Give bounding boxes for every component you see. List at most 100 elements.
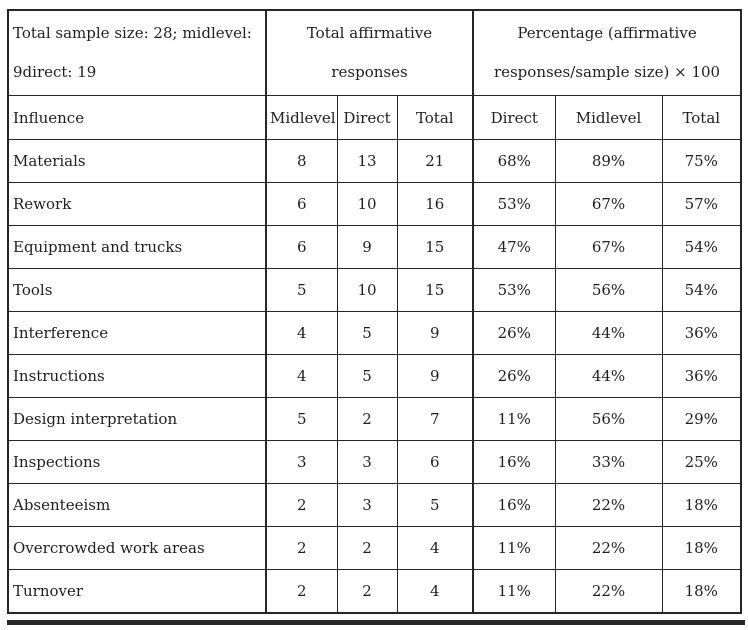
midlevel-cell: 4	[265, 354, 338, 398]
midlevel-cell: 4	[265, 311, 338, 355]
total-cell: 16	[396, 182, 474, 226]
percentage-header-line2: responses/sample size) × 100	[493, 63, 721, 81]
table-row: Overcrowded work areas 2 2 4 11% 22% 18%	[7, 526, 742, 570]
affirmative-responses-header-cell: Total affirmative responses	[264, 9, 474, 96]
pct-direct-cell: 11%	[472, 569, 556, 614]
direct-cell: 2	[336, 397, 398, 441]
total-cell: 9	[396, 311, 474, 355]
total-cell: 7	[396, 397, 474, 441]
affirmative-header-line2: responses	[331, 63, 408, 81]
influence-cell: Instructions	[7, 354, 267, 398]
pct-total-cell: 25%	[661, 440, 742, 484]
total-cell: 21	[396, 139, 474, 183]
pct-total-cell: 57%	[661, 182, 742, 226]
table-row: Absenteeism 2 3 5 16% 22% 18%	[7, 483, 742, 527]
influence-cell: Materials	[7, 139, 267, 183]
total-cell: 5	[396, 483, 474, 527]
pct-direct-cell: 16%	[472, 440, 556, 484]
pct-midlevel-cell: 33%	[554, 440, 663, 484]
pct-midlevel-cell: 67%	[554, 225, 663, 269]
pct-direct-cell: 68%	[472, 139, 556, 183]
sample-size-line2: 9direct: 19	[13, 63, 97, 81]
table-row: Instructions 4 5 9 26% 44% 36%	[7, 354, 742, 398]
total-cell: 9	[396, 354, 474, 398]
direct-cell: 10	[336, 182, 398, 226]
direct-cell: 5	[336, 354, 398, 398]
column-header-pct-midlevel: Midlevel	[554, 95, 663, 140]
total-cell: 4	[396, 569, 474, 614]
table-row: Inspections 3 3 6 16% 33% 25%	[7, 440, 742, 484]
table-row: Interference 4 5 9 26% 44% 36%	[7, 311, 742, 355]
column-header-midlevel: Midlevel	[265, 95, 338, 140]
pct-direct-cell: 11%	[472, 397, 556, 441]
pct-direct-cell: 26%	[472, 354, 556, 398]
table-row: Materials 8 13 21 68% 89% 75%	[7, 139, 742, 183]
influence-cell: Inspections	[7, 440, 267, 484]
pct-midlevel-cell: 44%	[554, 354, 663, 398]
column-header-total: Total	[396, 95, 474, 140]
pct-midlevel-cell: 44%	[554, 311, 663, 355]
midlevel-cell: 3	[265, 440, 338, 484]
influence-cell: Equipment and trucks	[7, 225, 267, 269]
direct-cell: 3	[336, 440, 398, 484]
influence-cell: Turnover	[7, 569, 267, 614]
pct-direct-cell: 47%	[472, 225, 556, 269]
pct-midlevel-cell: 56%	[554, 268, 663, 312]
pct-midlevel-cell: 22%	[554, 483, 663, 527]
pct-total-cell: 54%	[661, 225, 742, 269]
pct-total-cell: 29%	[661, 397, 742, 441]
pct-total-cell: 18%	[661, 569, 742, 614]
midlevel-cell: 2	[265, 483, 338, 527]
midlevel-cell: 6	[265, 182, 338, 226]
percentage-header-line1: Percentage (affirmative	[517, 24, 697, 42]
influence-responses-table: Total sample size: 28; midlevel: 9direct…	[7, 9, 743, 614]
pct-direct-cell: 16%	[472, 483, 556, 527]
pct-direct-cell: 11%	[472, 526, 556, 570]
pct-total-cell: 36%	[661, 311, 742, 355]
table-body: Materials 8 13 21 68% 89% 75% Rework 6 10 16 53% 67%…	[7, 139, 742, 614]
sample-size-cell: Total sample size: 28; midlevel: 9direct…	[7, 9, 267, 96]
affirmative-header-line1: Total affirmative	[306, 24, 433, 42]
total-cell: 15	[396, 268, 474, 312]
bottom-rule	[7, 620, 745, 625]
pct-total-cell: 18%	[661, 526, 742, 570]
direct-cell: 10	[336, 268, 398, 312]
table-row: Turnover 2 2 4 11% 22% 18%	[7, 569, 742, 614]
influence-cell: Interference	[7, 311, 267, 355]
table-header-row-top: Total sample size: 28; midlevel: 9direct…	[7, 9, 742, 96]
influence-cell: Absenteeism	[7, 483, 267, 527]
pct-midlevel-cell: 22%	[554, 569, 663, 614]
sample-size-line1: Total sample size: 28; midlevel:	[13, 24, 252, 42]
column-header-influence: Influence	[7, 95, 267, 140]
pct-midlevel-cell: 22%	[554, 526, 663, 570]
direct-cell: 9	[336, 225, 398, 269]
total-cell: 4	[396, 526, 474, 570]
influence-cell: Overcrowded work areas	[7, 526, 267, 570]
pct-direct-cell: 26%	[472, 311, 556, 355]
midlevel-cell: 6	[265, 225, 338, 269]
influence-cell: Design interpretation	[7, 397, 267, 441]
midlevel-cell: 2	[265, 569, 338, 614]
pct-midlevel-cell: 67%	[554, 182, 663, 226]
column-header-pct-direct: Direct	[472, 95, 556, 140]
direct-cell: 3	[336, 483, 398, 527]
percentage-header-cell: Percentage (affirmative responses/sample…	[472, 9, 742, 96]
direct-cell: 13	[336, 139, 398, 183]
influence-cell: Tools	[7, 268, 267, 312]
midlevel-cell: 5	[265, 268, 338, 312]
direct-cell: 2	[336, 526, 398, 570]
total-cell: 15	[396, 225, 474, 269]
midlevel-cell: 5	[265, 397, 338, 441]
pct-total-cell: 36%	[661, 354, 742, 398]
table-row: Tools 5 10 15 53% 56% 54%	[7, 268, 742, 312]
table-row: Equipment and trucks 6 9 15 47% 67% 54%	[7, 225, 742, 269]
total-cell: 6	[396, 440, 474, 484]
table-row: Design interpretation 5 2 7 11% 56% 29%	[7, 397, 742, 441]
direct-cell: 5	[336, 311, 398, 355]
pct-direct-cell: 53%	[472, 182, 556, 226]
pct-total-cell: 18%	[661, 483, 742, 527]
column-header-direct: Direct	[336, 95, 398, 140]
midlevel-cell: 2	[265, 526, 338, 570]
table-row: Rework 6 10 16 53% 67% 57%	[7, 182, 742, 226]
